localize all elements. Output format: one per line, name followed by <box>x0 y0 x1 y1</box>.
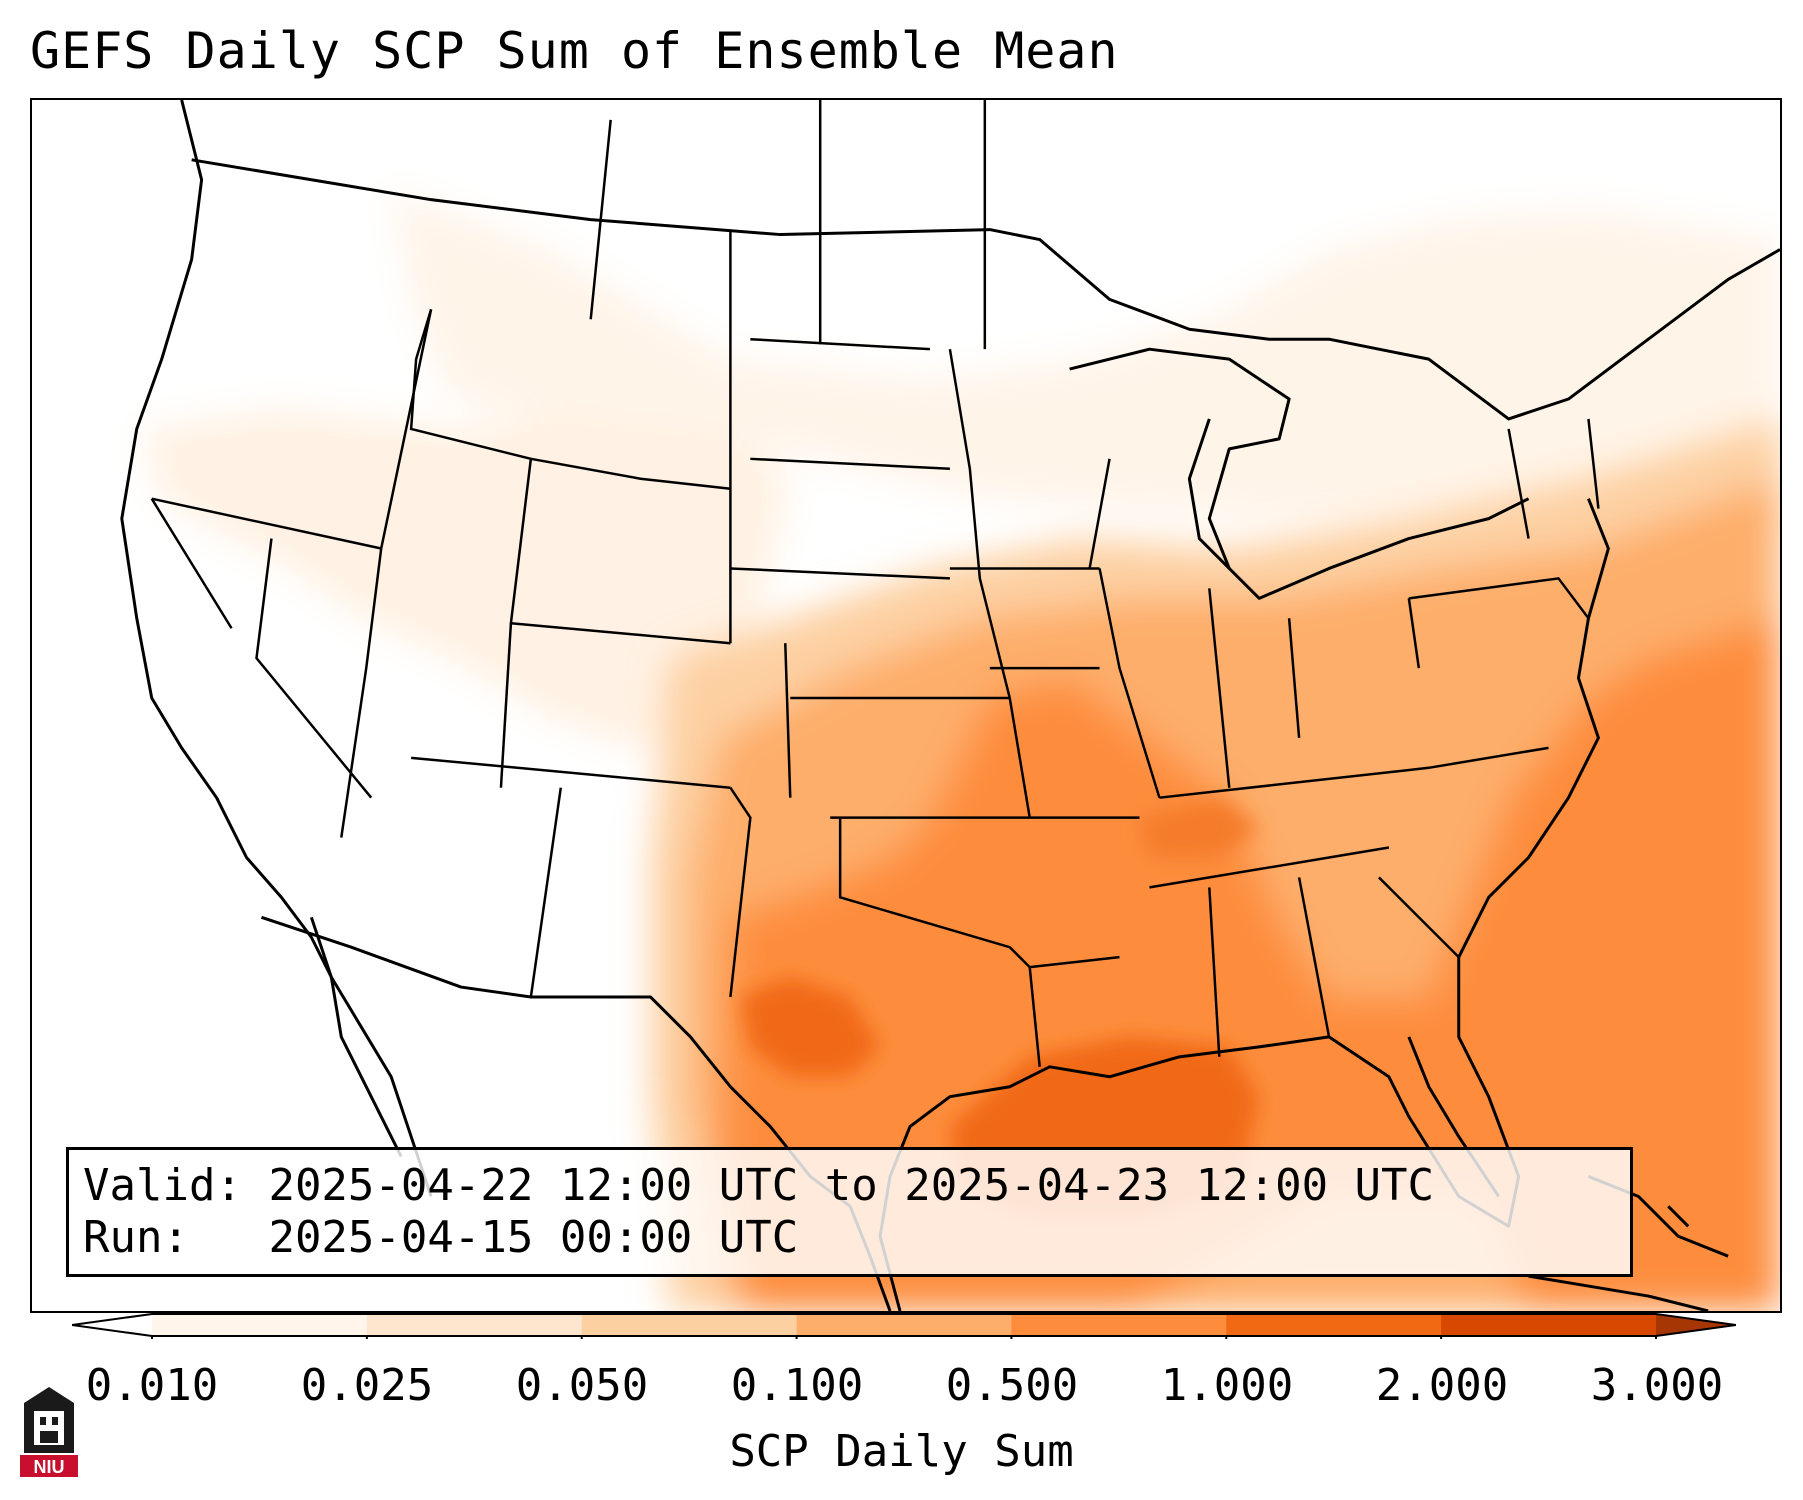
colorbar-segment <box>1441 1314 1657 1336</box>
tick-label: 0.025 <box>300 1360 434 1411</box>
scp-level-0025-west <box>141 399 791 748</box>
run-label: Run: <box>83 1212 189 1263</box>
great-lakes <box>1069 347 1530 600</box>
tick-label: 0.100 <box>730 1360 864 1411</box>
colorbar-segment <box>1226 1314 1442 1336</box>
scp-shading <box>141 189 1780 1311</box>
valid-label: Valid: <box>83 1160 242 1211</box>
colorbar-tick-labels: 0.010 0.025 0.050 0.100 0.500 1.000 2.00… <box>0 1360 1803 1411</box>
tick-label: 0.500 <box>945 1360 1079 1411</box>
scp-level-1000-tennessee <box>1139 797 1260 858</box>
tick-label: 0.050 <box>515 1360 649 1411</box>
scp-level-1000-texas <box>740 977 881 1077</box>
tick-label: 3.000 <box>1590 1360 1724 1411</box>
mexico-border <box>261 915 852 1208</box>
logo-text: NIU <box>34 1457 65 1477</box>
tick-label: 2.000 <box>1375 1360 1509 1411</box>
baja-coastline <box>309 916 403 1158</box>
lake-michigan <box>1187 418 1231 570</box>
colorbar-segment <box>366 1314 583 1336</box>
colorbar-segment <box>1011 1314 1227 1336</box>
colorbar <box>72 1313 1736 1339</box>
canada-us-border <box>191 158 1780 421</box>
colorbar-segment <box>152 1314 368 1336</box>
valid-run-box: Valid: 2025-04-22 12:00 UTC to 2025-04-2… <box>66 1147 1633 1277</box>
colorbar-segment <box>796 1314 1012 1336</box>
valid-time-range: 2025-04-22 12:00 UTC to 2025-04-23 12:00… <box>268 1160 1435 1211</box>
map-panel <box>30 98 1782 1313</box>
state-borders <box>150 100 1600 1067</box>
niu-logo: NIU <box>20 1387 78 1477</box>
west-coastline <box>120 100 433 1197</box>
colorbar-outline <box>72 1313 1736 1337</box>
scp-map <box>120 100 1780 1311</box>
run-time: 2025-04-15 00:00 UTC <box>268 1212 799 1263</box>
tick-label: 1.000 <box>1160 1360 1294 1411</box>
chart-title: GEFS Daily SCP Sum of Ensemble Mean <box>30 22 1119 80</box>
colorbar-label: SCP Daily Sum <box>729 1426 1074 1477</box>
tick-label: 0.010 <box>85 1360 219 1411</box>
colorbar-extend-high <box>1656 1314 1736 1336</box>
colorbar-extend-low <box>72 1314 152 1336</box>
colorbar-segment <box>581 1314 798 1336</box>
